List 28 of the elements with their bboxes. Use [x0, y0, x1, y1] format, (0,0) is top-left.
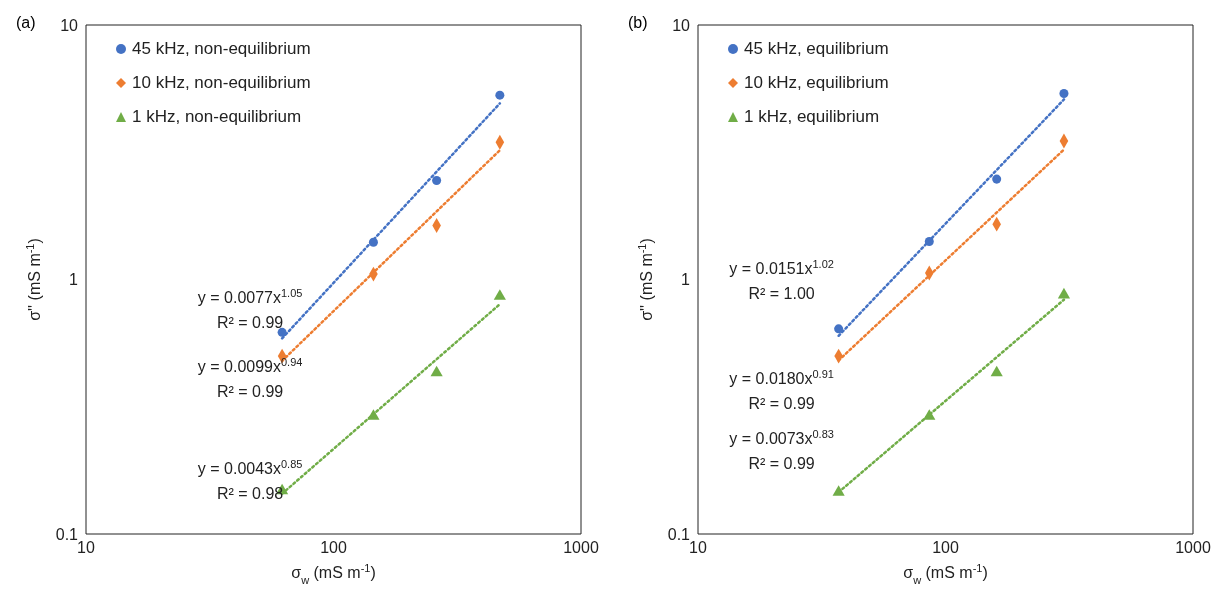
text: y = 0.0099x$^{0.94}$ R² = 0.99: [197, 355, 303, 400]
text: y = 0.0180x$^{0.91}$ R² = 0.99: [729, 368, 834, 413]
text: y = 0.0043x$^{0.85}$ R² = 0.98: [197, 457, 303, 502]
x-tick-label: 10: [77, 539, 95, 557]
x-tick-label: 1000: [563, 539, 599, 557]
x-tick-label: 1000: [1175, 539, 1211, 557]
x-tick-label: 100: [320, 539, 347, 557]
x-axis-title: σ$_{w}$ (mS m$^{-1}$): [903, 562, 988, 586]
y-tick-label: 1: [69, 271, 79, 289]
x-tick-label: 100: [932, 539, 959, 557]
chart-title: (a): [16, 14, 36, 32]
x-tick-label: 10: [689, 539, 707, 557]
legend-label: 1 kHz, non-equilibrium: [132, 106, 302, 128]
x-axis-title: σ$_{w}$ (mS m$^{-1}$): [291, 562, 376, 586]
y-tick-label: 10: [672, 16, 691, 34]
legend-label: 1 kHz, equilibrium: [744, 106, 880, 128]
chart-title: (b): [628, 14, 648, 32]
y-tick-label: 1: [681, 271, 691, 289]
legend-label: 45 kHz, equilibrium: [744, 38, 889, 60]
text: y = 0.0077x$^{1.05}$ R² = 0.99: [197, 287, 303, 332]
y-tick-label: 10: [60, 16, 79, 34]
text: y = 0.0151x$^{1.02}$ R² = 1.00: [729, 257, 834, 302]
legend-label: 10 kHz, equilibrium: [744, 72, 889, 94]
text: y = 0.0073x$^{0.83}$ R² = 0.99: [729, 428, 834, 473]
y-tick-label: 0.1: [55, 525, 79, 543]
legend-label: 45 kHz, non-equilibrium: [132, 38, 311, 60]
legend-label: 10 kHz, non-equilibrium: [132, 72, 311, 94]
y-tick-label: 0.1: [667, 525, 691, 543]
